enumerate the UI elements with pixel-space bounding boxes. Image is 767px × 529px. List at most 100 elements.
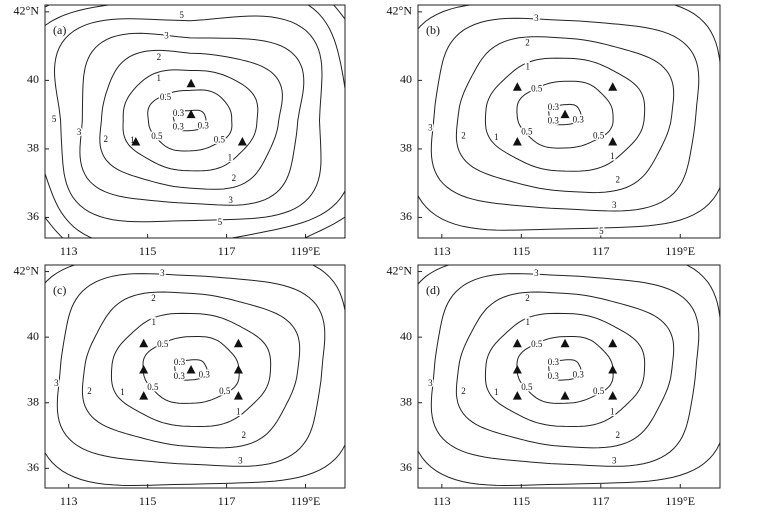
- plot-frame: [44, 4, 346, 239]
- contour-line: [81, 291, 301, 449]
- contours: 0.3 0.3 0.3 0.5 0.5 0.5 1 1 1 2 2 2 3 3 3 5: [418, 5, 720, 237]
- station: [233, 364, 243, 374]
- contour-label: 3: [612, 200, 617, 210]
- contour-line: [174, 359, 208, 381]
- station: [512, 338, 522, 348]
- x-tick-label: 117: [218, 244, 236, 258]
- contour-label: 2: [151, 293, 156, 303]
- contour-line: [548, 103, 582, 126]
- contour-label: 1: [130, 135, 135, 145]
- contour-line: [45, 5, 345, 238]
- contour-line: [53, 15, 323, 223]
- contour-label: 0.3: [174, 371, 186, 381]
- contour-label: 2: [616, 430, 621, 440]
- contour-label: 5: [218, 217, 223, 227]
- contour-label: 1: [610, 151, 615, 161]
- station: [512, 137, 522, 146]
- station: [608, 364, 618, 374]
- contour-label: 2: [232, 173, 237, 183]
- contour-label: 1: [526, 62, 531, 72]
- y-tick-label: 38: [400, 394, 412, 408]
- y-tick-label: 40: [27, 329, 39, 343]
- contour-label: 3: [534, 13, 539, 23]
- contour-label: 0.3: [198, 120, 210, 130]
- x-tick-label: 119°E: [291, 244, 321, 258]
- station: [233, 338, 243, 348]
- station: [608, 137, 618, 146]
- x-tick-label: 119°E: [665, 244, 695, 258]
- x-tick-label: 113: [60, 244, 78, 258]
- station: [186, 109, 196, 119]
- y-tick-label: 42°N: [387, 263, 413, 277]
- contour-label: 3: [428, 123, 433, 133]
- contour-label: 2: [525, 293, 530, 303]
- plot-frame: [417, 264, 721, 489]
- station: [233, 391, 243, 400]
- contour-label: 0.5: [160, 92, 172, 102]
- contour-line: [484, 57, 646, 172]
- contour-label: 0.5: [593, 386, 605, 396]
- contour-label: 2: [87, 386, 92, 396]
- contour-label: 0.3: [573, 114, 585, 124]
- contour-label: 0.5: [219, 386, 231, 396]
- contour-line: [172, 109, 207, 132]
- station: [237, 137, 247, 146]
- contour-label: 0.5: [147, 382, 159, 392]
- contour-label: 1: [494, 387, 499, 397]
- y-tick-label: 40: [400, 329, 412, 343]
- contour-line: [56, 273, 326, 467]
- x-tick-label: 119°E: [665, 494, 695, 508]
- panel: 113 115 117 119°E36384042°N(c)0.30.30.30.50…: [14, 263, 346, 508]
- contour-label: 0.3: [548, 115, 560, 125]
- contour-label: 0.5: [521, 127, 533, 137]
- station: [139, 391, 149, 400]
- contour-label: 3: [238, 455, 243, 465]
- contour-line: [430, 273, 700, 467]
- station: [560, 391, 570, 400]
- contour-label: 2: [616, 175, 621, 185]
- x-tick-label: 113: [433, 244, 451, 258]
- x-tick-label: 119°E: [291, 494, 321, 508]
- contour-line: [45, 5, 345, 238]
- station: [608, 338, 618, 348]
- contour-line: [548, 359, 582, 381]
- contour-line: [79, 32, 305, 206]
- panel-label: (a): [53, 23, 66, 37]
- contour-label: 3: [77, 127, 82, 137]
- contour-label: 3: [160, 268, 165, 278]
- y-tick-label: 36: [400, 460, 412, 474]
- x-tick-label: 115: [139, 494, 157, 508]
- contour-label: 0.5: [214, 134, 226, 144]
- contour-label: 0.3: [548, 102, 560, 112]
- contour-label: 2: [104, 134, 109, 144]
- station: [608, 82, 618, 91]
- y-tick-label: 40: [400, 72, 412, 86]
- contour-line: [418, 265, 720, 487]
- station: [139, 364, 149, 374]
- contour-label: 0.5: [521, 382, 533, 392]
- contour-line: [455, 291, 675, 449]
- x-tick-label: 117: [592, 494, 610, 508]
- contour-label: 2: [157, 52, 162, 62]
- x-tick-label: 117: [218, 494, 236, 508]
- contour-label: 0.3: [174, 357, 186, 367]
- contour-line: [122, 69, 259, 172]
- x-tick-label: 115: [513, 244, 531, 258]
- y-tick-label: 36: [27, 460, 39, 474]
- contour-label: 1: [120, 387, 125, 397]
- station: [512, 82, 522, 91]
- station: [560, 338, 570, 348]
- contour-line: [455, 36, 675, 194]
- contour-label: 1: [494, 132, 499, 142]
- x-tick-label: 117: [592, 244, 610, 258]
- contour-label: 5: [179, 10, 184, 20]
- contour-line: [99, 49, 283, 190]
- y-tick-label: 36: [400, 209, 412, 223]
- contour-label: 3: [428, 378, 433, 388]
- contour-line: [110, 312, 272, 428]
- contour-label: 1: [156, 73, 161, 83]
- contour-label: 0.5: [151, 131, 163, 141]
- y-tick-label: 42°N: [387, 4, 413, 18]
- contour-label: 5: [599, 226, 604, 236]
- contour-label: 1: [236, 406, 241, 416]
